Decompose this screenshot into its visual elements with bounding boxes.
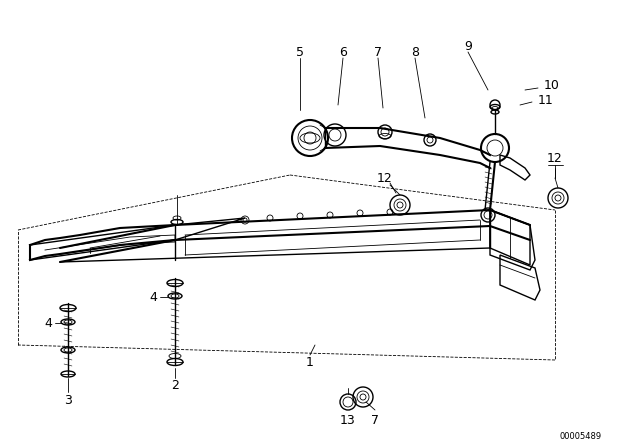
Text: 7: 7	[371, 414, 379, 426]
Text: 3: 3	[64, 393, 72, 406]
Text: 10: 10	[544, 78, 560, 91]
Text: 13: 13	[340, 414, 356, 426]
Text: 12: 12	[547, 151, 563, 164]
Text: 00005489: 00005489	[560, 431, 602, 440]
Text: 2: 2	[171, 379, 179, 392]
Text: 6: 6	[339, 46, 347, 59]
Text: 5: 5	[296, 46, 304, 59]
Text: 4: 4	[149, 290, 157, 303]
Text: 4: 4	[44, 316, 52, 329]
Text: 9: 9	[464, 39, 472, 52]
Text: 7: 7	[374, 46, 382, 59]
Text: 8: 8	[411, 46, 419, 59]
Text: 12: 12	[377, 172, 393, 185]
Text: 1: 1	[306, 356, 314, 369]
Text: 11: 11	[538, 94, 554, 107]
